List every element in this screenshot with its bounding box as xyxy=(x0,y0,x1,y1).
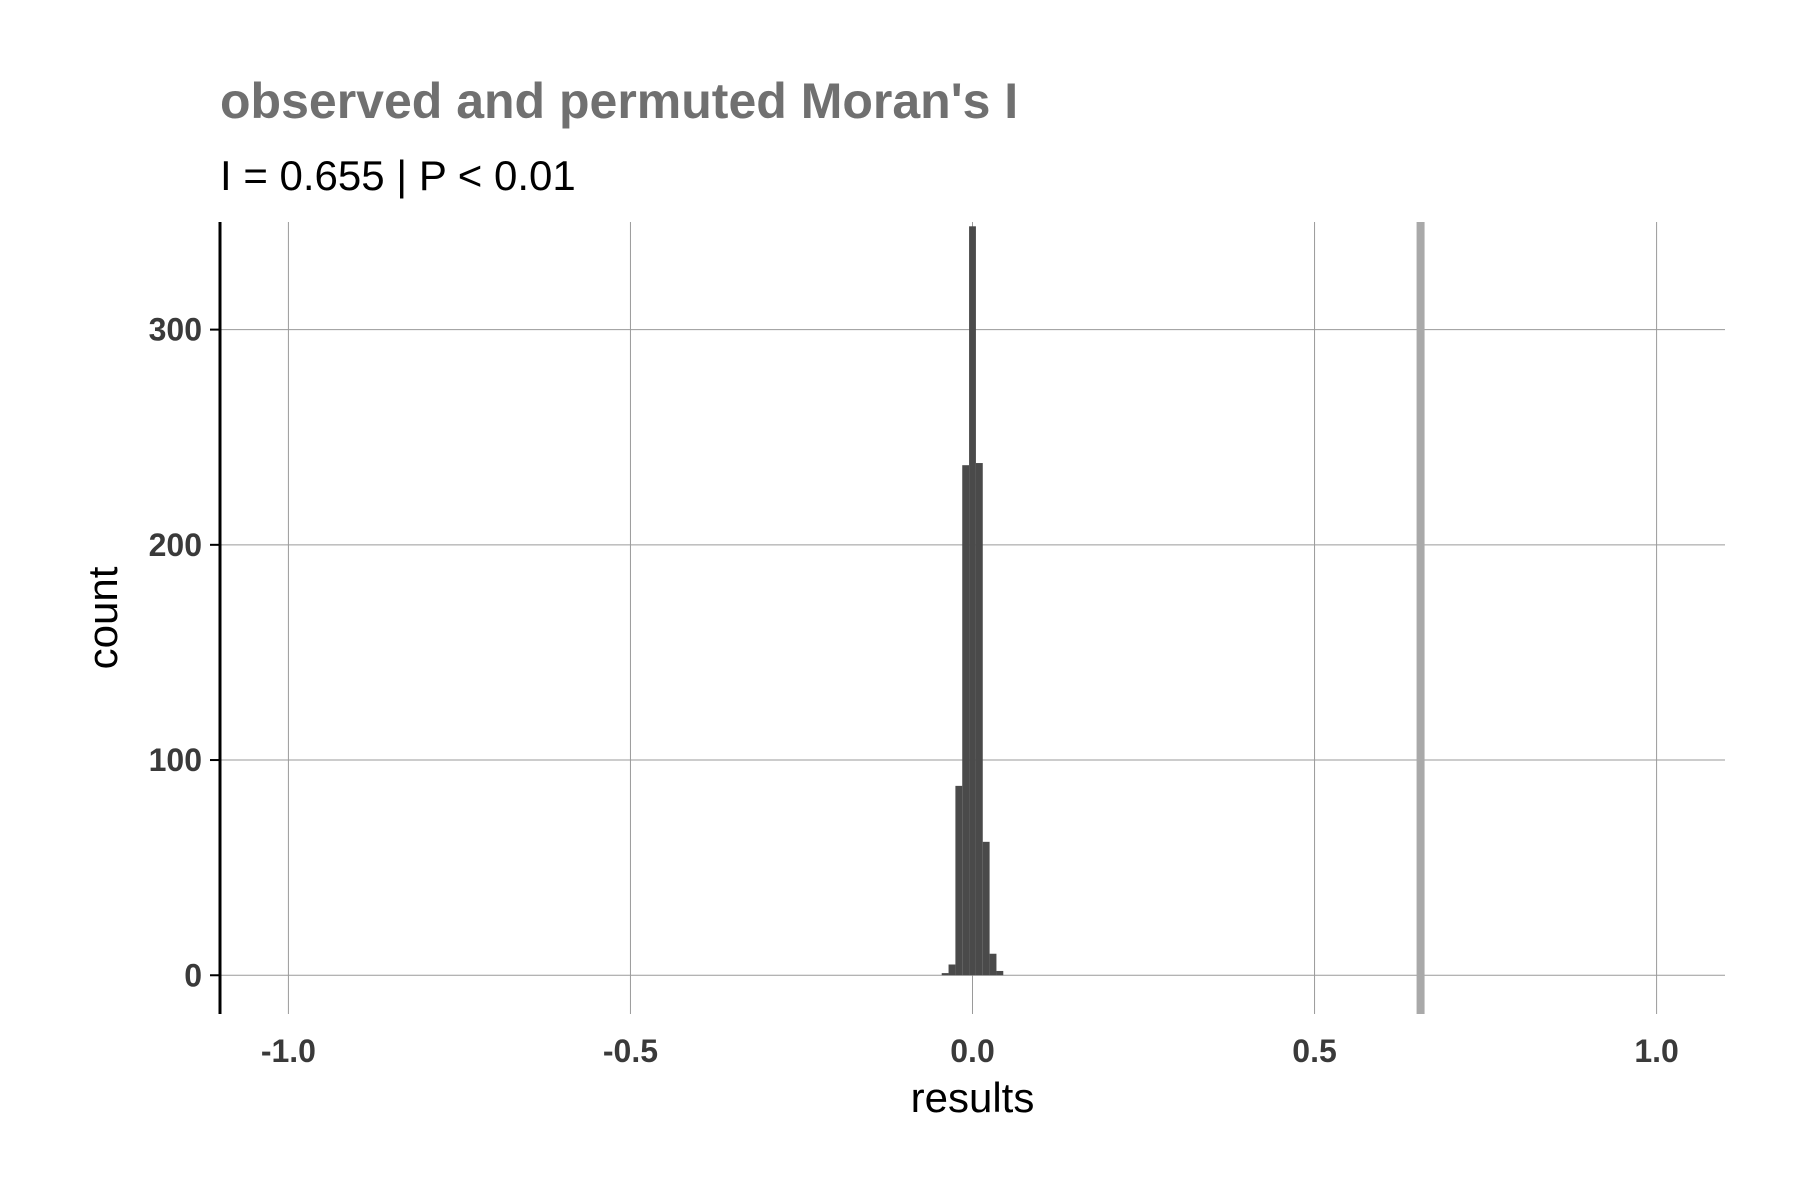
y-tick-label: 300 xyxy=(149,312,202,348)
x-tick-label: 1.0 xyxy=(1634,1033,1678,1069)
chart-title: observed and permuted Moran's I xyxy=(220,73,1019,129)
histogram-bar xyxy=(948,964,956,976)
y-axis-label: count xyxy=(79,566,126,669)
histogram-bar xyxy=(982,841,990,976)
x-tick-label: -1.0 xyxy=(261,1033,316,1069)
x-tick-label: -0.5 xyxy=(603,1033,658,1069)
x-tick-label: 0.5 xyxy=(1292,1033,1336,1069)
y-tick-label: 200 xyxy=(149,527,202,563)
y-tick-label: 0 xyxy=(184,957,202,993)
histogram-bar xyxy=(989,953,997,976)
histogram-bar xyxy=(969,226,976,976)
histogram-bar xyxy=(941,973,949,976)
histogram-bar xyxy=(962,465,970,976)
histogram-bar xyxy=(975,463,983,976)
y-tick-label: 100 xyxy=(149,742,202,778)
histogram-bar xyxy=(996,970,1004,976)
chart-subtitle: I = 0.655 | P < 0.01 xyxy=(220,152,576,199)
histogram-bar xyxy=(955,785,963,976)
x-tick-label: 0.0 xyxy=(950,1033,994,1069)
x-axis-label: results xyxy=(911,1074,1035,1121)
